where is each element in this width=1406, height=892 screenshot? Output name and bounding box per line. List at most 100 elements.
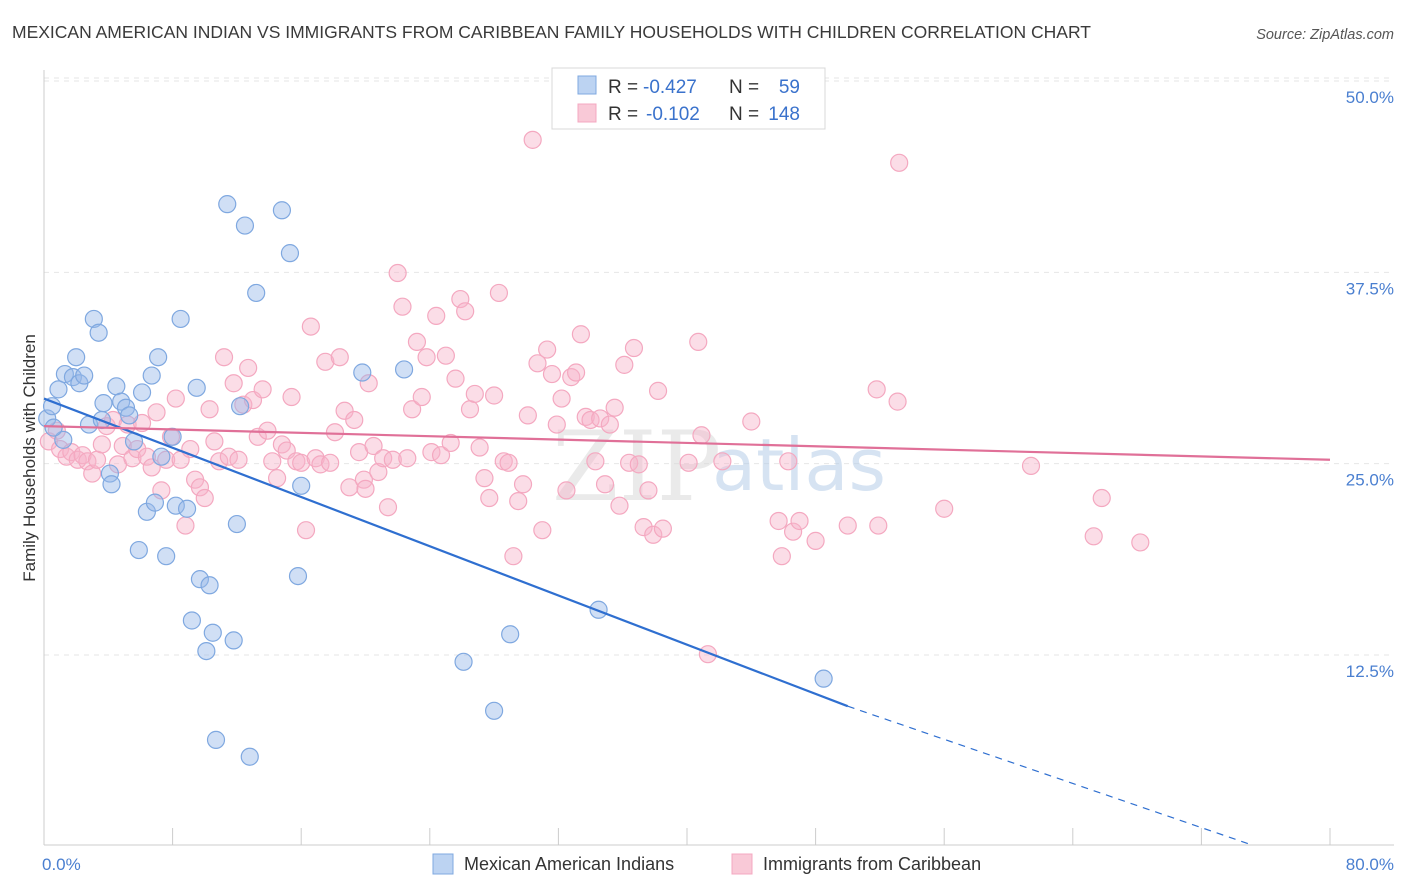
point-caribbean-8 — [83, 464, 102, 483]
point-caribbean-43 — [253, 380, 272, 399]
point-caribbean-124 — [644, 525, 663, 544]
legend-label-immigrants-from-caribbean[interactable]: Immigrants from Caribbean — [763, 854, 981, 874]
point-caribbean-117 — [610, 496, 629, 515]
point-caribbean-145 — [1021, 456, 1041, 475]
point-mexican-american-indian-14 — [102, 475, 121, 494]
point-mexican-american-indian-1 — [42, 397, 62, 416]
point-caribbean-146 — [1084, 527, 1103, 546]
point-caribbean-19 — [137, 447, 156, 466]
point-mexican-american-indian-33 — [187, 378, 206, 397]
point-caribbean-14 — [113, 436, 132, 456]
point-caribbean-115 — [600, 415, 619, 434]
point-caribbean-94 — [499, 453, 518, 472]
point-mexican-american-indian-45 — [247, 283, 266, 303]
stats-n-label-1: N = — [729, 77, 759, 98]
point-caribbean-114 — [595, 475, 615, 494]
point-mexican-american-indian-54 — [501, 625, 520, 644]
point-caribbean-58 — [325, 423, 345, 442]
point-caribbean-131 — [713, 452, 732, 471]
point-caribbean-140 — [867, 380, 886, 399]
point-caribbean-141 — [869, 516, 888, 535]
legend: Mexican American Indians Immigrants from… — [432, 853, 981, 875]
point-caribbean-77 — [417, 348, 436, 367]
legend-swatch-immigrants-from-caribbean[interactable] — [731, 853, 753, 875]
legend-swatch-mexican-american-indians[interactable] — [432, 853, 454, 875]
point-mexican-american-indian-18 — [120, 406, 139, 425]
point-mexican-american-indian-37 — [203, 623, 222, 642]
point-mexican-american-indian-51 — [394, 360, 414, 379]
point-caribbean-10 — [92, 435, 111, 454]
x-tick-label-max: 80.0% — [1346, 855, 1394, 874]
point-caribbean-25 — [166, 389, 185, 408]
point-caribbean-89 — [475, 469, 494, 488]
chart-title: MEXICAN AMERICAN INDIAN VS IMMIGRANTS FR… — [12, 22, 1091, 42]
point-caribbean-108 — [566, 363, 586, 382]
point-mexican-american-indian-30 — [171, 309, 190, 329]
point-caribbean-144 — [935, 499, 954, 518]
point-caribbean-51 — [292, 453, 311, 472]
point-caribbean-61 — [340, 478, 359, 497]
stats-r-value-1: -0.427 — [643, 77, 697, 98]
stats-r-label-1: R = — [608, 77, 638, 98]
y-tick-labels: 12.5% 25.0% 37.5% 50.0% — [1346, 88, 1394, 681]
point-mexican-american-indian-21 — [132, 383, 152, 402]
point-caribbean-100 — [528, 354, 547, 373]
point-caribbean-80 — [431, 446, 451, 465]
point-caribbean-9 — [87, 450, 107, 469]
point-caribbean-76 — [412, 387, 431, 407]
point-mexican-american-indian-40 — [224, 631, 243, 650]
point-caribbean-21 — [147, 403, 166, 422]
point-caribbean-31 — [195, 488, 214, 508]
point-caribbean-40 — [239, 358, 258, 378]
point-caribbean-128 — [689, 332, 708, 352]
y-tick-label-1: 25.0% — [1346, 471, 1394, 490]
watermark-atlas: atlas — [712, 423, 886, 507]
legend-label-mexican-american-indians[interactable]: Mexican American Indians — [464, 854, 674, 874]
point-mexican-american-indian-50 — [353, 363, 372, 382]
point-mexican-american-indian-7 — [75, 366, 94, 385]
point-caribbean-69 — [378, 498, 398, 517]
point-caribbean-57 — [321, 453, 340, 472]
point-caribbean-149 — [356, 479, 375, 498]
point-mexican-american-indian-23 — [142, 366, 161, 385]
stats-n-value-2: 148 — [768, 104, 800, 125]
point-caribbean-85 — [456, 302, 475, 321]
stats-n-label-2: N = — [729, 104, 759, 125]
point-caribbean-75 — [407, 332, 427, 352]
point-mexican-american-indian-24 — [145, 493, 165, 512]
point-caribbean-122 — [634, 518, 653, 537]
stats-box-frame — [551, 67, 826, 130]
point-caribbean-82 — [441, 433, 460, 453]
point-caribbean-37 — [224, 374, 243, 393]
point-mexican-american-indian-2 — [49, 380, 68, 399]
stats-swatch-blue — [577, 75, 597, 95]
point-mexican-american-indian-56 — [814, 669, 833, 688]
point-caribbean-138 — [806, 531, 825, 550]
trend-line-mexican-american-indians — [43, 397, 849, 708]
stats-box: R = -0.427 N = 59 R = -0.102 N = 148 — [551, 67, 826, 130]
point-caribbean-105 — [552, 389, 571, 408]
point-mexican-american-indian-38 — [206, 730, 226, 749]
point-mexican-american-indian-49 — [292, 476, 311, 495]
point-caribbean-106 — [557, 481, 576, 500]
stats-n-value-1: 59 — [779, 77, 800, 98]
y-tick-label-0: 12.5% — [1346, 662, 1394, 681]
point-caribbean-135 — [779, 452, 798, 471]
y-axis-label: Family Households with Children — [20, 334, 39, 582]
point-caribbean-96 — [509, 491, 528, 511]
point-caribbean-120 — [624, 338, 644, 358]
point-caribbean-123 — [639, 481, 658, 500]
point-mexican-american-indian-25 — [149, 348, 168, 367]
point-mexican-american-indian-26 — [152, 447, 171, 466]
point-caribbean-116 — [605, 398, 624, 417]
point-caribbean-27 — [176, 516, 195, 535]
point-caribbean-30 — [190, 478, 210, 497]
point-caribbean-95 — [504, 547, 523, 566]
point-mexican-american-indian-28 — [163, 427, 182, 446]
x-tick-label-min: 0.0% — [42, 855, 81, 874]
trend-line-immigrants-from-caribbean — [43, 424, 1331, 461]
point-caribbean-64 — [354, 470, 373, 489]
watermark: ZIP atlas — [552, 411, 886, 523]
point-caribbean-139 — [838, 516, 857, 535]
